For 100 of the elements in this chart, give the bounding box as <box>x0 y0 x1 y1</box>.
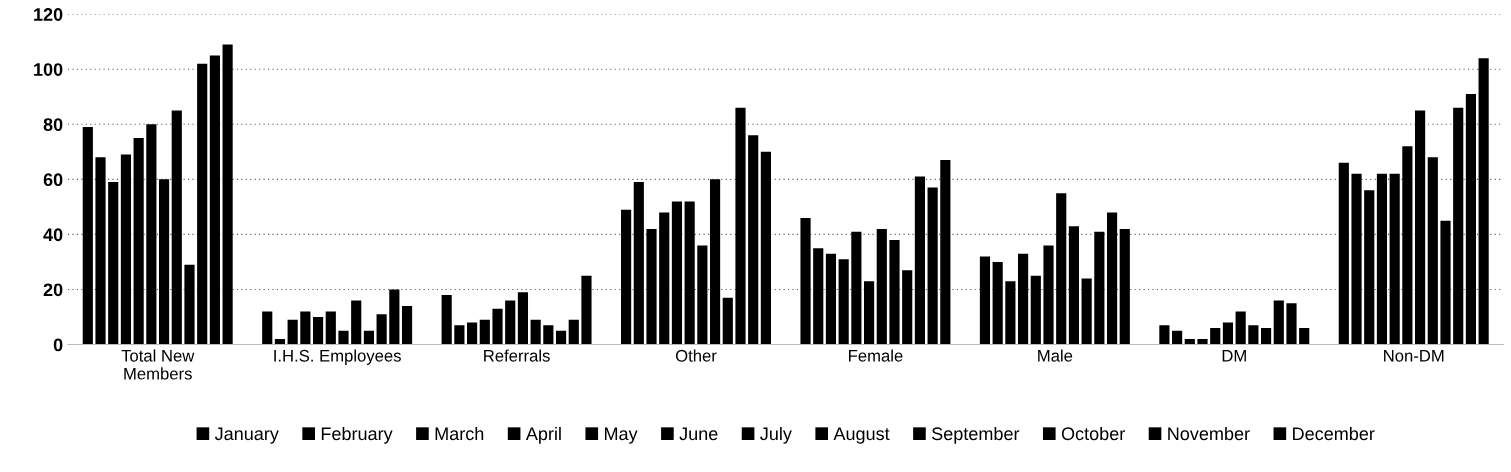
bar <box>1159 325 1170 345</box>
bar <box>1478 58 1489 345</box>
legend-label: February <box>321 426 393 444</box>
bar <box>659 212 670 345</box>
bar <box>876 228 887 345</box>
x-tick-label: Male <box>1038 349 1073 362</box>
bar <box>95 157 106 345</box>
bar <box>530 319 541 345</box>
x-tick-label: Other <box>675 349 717 362</box>
bar <box>158 179 170 345</box>
bar <box>671 201 683 345</box>
bar <box>389 289 400 345</box>
bar <box>1286 303 1297 345</box>
bar <box>376 314 387 345</box>
y-tick-label: 40 <box>43 228 63 242</box>
bar <box>1106 212 1118 345</box>
x-tick-label: Total New Members <box>121 349 195 380</box>
bar <box>517 292 529 345</box>
bar <box>646 228 657 345</box>
bar <box>325 311 336 345</box>
bar <box>1210 328 1221 345</box>
bar <box>825 253 837 345</box>
bar <box>838 259 849 345</box>
bar <box>633 182 644 345</box>
bar <box>1018 253 1029 345</box>
legend-label: December <box>1293 426 1375 441</box>
bar <box>1056 193 1067 345</box>
bar <box>1351 173 1362 345</box>
bar <box>467 322 478 345</box>
bar <box>800 217 811 345</box>
bar <box>1197 339 1208 345</box>
bar <box>748 135 759 345</box>
bar <box>222 44 233 345</box>
bar <box>338 330 349 345</box>
bar <box>1299 328 1310 345</box>
legend-label: January <box>214 427 279 444</box>
bar <box>621 209 632 345</box>
bar <box>1030 275 1041 345</box>
bar <box>914 176 925 345</box>
bar <box>1364 190 1375 345</box>
y-tick-label: 20 <box>43 283 63 297</box>
bar <box>697 245 708 345</box>
bar <box>1440 220 1451 345</box>
bar <box>184 264 195 345</box>
bar <box>1465 94 1477 345</box>
bar <box>492 308 503 345</box>
bar <box>1273 300 1284 345</box>
legend-label: August <box>833 427 890 444</box>
bar <box>454 325 465 345</box>
bar <box>709 179 721 345</box>
bar <box>287 319 298 345</box>
bar <box>1005 281 1016 345</box>
bar <box>722 297 733 345</box>
x-tick-label: Non-DM <box>1384 350 1444 362</box>
bar <box>1081 278 1092 345</box>
x-tick-label: Female <box>849 349 903 362</box>
bar <box>581 275 592 345</box>
x-tick-label: Referrals <box>484 349 550 362</box>
bar <box>1235 311 1246 345</box>
bar <box>1172 330 1183 345</box>
bar <box>543 325 554 345</box>
bar <box>209 55 220 345</box>
y-tick-label: 120 <box>34 8 63 21</box>
bar <box>171 110 182 345</box>
bar <box>351 300 362 345</box>
bar <box>1427 157 1438 345</box>
bar <box>1248 325 1259 345</box>
legend-label: April <box>525 426 561 444</box>
legend-label: October <box>1061 426 1125 441</box>
bar <box>1068 226 1080 345</box>
bar <box>1453 107 1464 345</box>
bar <box>108 182 119 345</box>
bar <box>760 151 771 345</box>
bar <box>568 319 579 345</box>
bar <box>82 127 93 345</box>
bar <box>363 330 374 345</box>
bar <box>262 311 273 345</box>
legend-label: July <box>760 426 792 444</box>
bar <box>851 231 862 345</box>
bar <box>979 256 991 345</box>
legend-label: May <box>604 427 638 444</box>
bar <box>1376 173 1388 345</box>
bar <box>992 261 1003 345</box>
bar <box>735 107 746 345</box>
bar <box>1338 162 1349 345</box>
legend-label: June <box>679 427 718 441</box>
bar <box>1222 322 1234 345</box>
bar <box>197 63 208 345</box>
bar <box>940 160 951 345</box>
bar <box>146 124 157 345</box>
bar <box>312 317 324 345</box>
y-tick-label: 0 <box>53 338 63 352</box>
bar <box>505 300 516 345</box>
bar <box>864 281 875 345</box>
bar <box>401 306 413 345</box>
bar <box>1415 110 1426 345</box>
bar <box>1043 245 1054 345</box>
bar <box>300 311 311 345</box>
bar <box>813 248 824 345</box>
bar <box>1402 146 1413 345</box>
